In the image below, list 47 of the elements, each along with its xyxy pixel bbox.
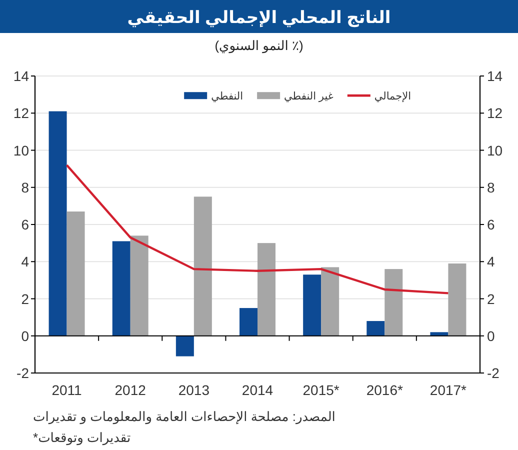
y-tick-label: 10 [13, 142, 30, 158]
chart-title: الناتج المحلي الإجمالي الحقيقي [127, 8, 391, 28]
y-tick-label: -2 [16, 365, 30, 381]
text: المصدر: مصلحة الإحصاءات العامة والمعلومات و تقديرات [33, 409, 336, 425]
y2-tick-label: 6 [487, 216, 495, 232]
y2-tick-label: 0 [487, 328, 495, 344]
y2-tick-label: 2 [487, 290, 495, 307]
bar [258, 243, 276, 336]
y2-tick-label: -2 [487, 365, 500, 381]
y-tick-label: 8 [21, 179, 30, 196]
y2-tick-label: 12 [487, 105, 503, 122]
y2-tick-label: 8 [487, 179, 495, 196]
chart-subtitle: (٪ النمو السنوي) [214, 38, 304, 54]
bar [130, 236, 148, 336]
bar [194, 196, 212, 336]
y-tick-label: 0 [21, 328, 30, 344]
bar [321, 267, 340, 336]
x-tick-label: 2013 [178, 382, 210, 398]
bar [112, 241, 130, 336]
y-tick-label: 6 [21, 216, 30, 232]
x-tick-label: 2017* [430, 382, 468, 398]
bar [66, 212, 85, 336]
bar [430, 332, 448, 336]
bar [240, 308, 258, 336]
x-tick-label: 2015* [302, 382, 340, 398]
x-tick-label: 2014 [242, 382, 274, 398]
y-tick-label: 14 [13, 68, 30, 84]
legend-label: غير النفطي [284, 90, 334, 103]
x-tick-label: 2011 [52, 382, 82, 398]
y2-tick-label: 14 [487, 68, 503, 84]
bar [448, 263, 466, 336]
y2-tick-label: 10 [487, 142, 503, 158]
bar [384, 269, 403, 336]
x-tick-label: 2016* [366, 382, 404, 398]
y-tick-label: 2 [21, 290, 30, 307]
bar [303, 274, 322, 336]
y-tick-label: 4 [21, 254, 30, 270]
legend-label: الإجمالي [374, 90, 412, 103]
legend-label: النفطي [211, 90, 244, 103]
bar [366, 321, 385, 336]
x-tick-label: 2012 [114, 382, 146, 398]
text: *تقديرات وتوقعات [33, 430, 132, 446]
line-series [66, 164, 450, 294]
y-tick-label: 12 [13, 105, 30, 122]
bar [48, 111, 67, 336]
bar [176, 336, 194, 356]
y2-tick-label: 4 [487, 254, 495, 270]
